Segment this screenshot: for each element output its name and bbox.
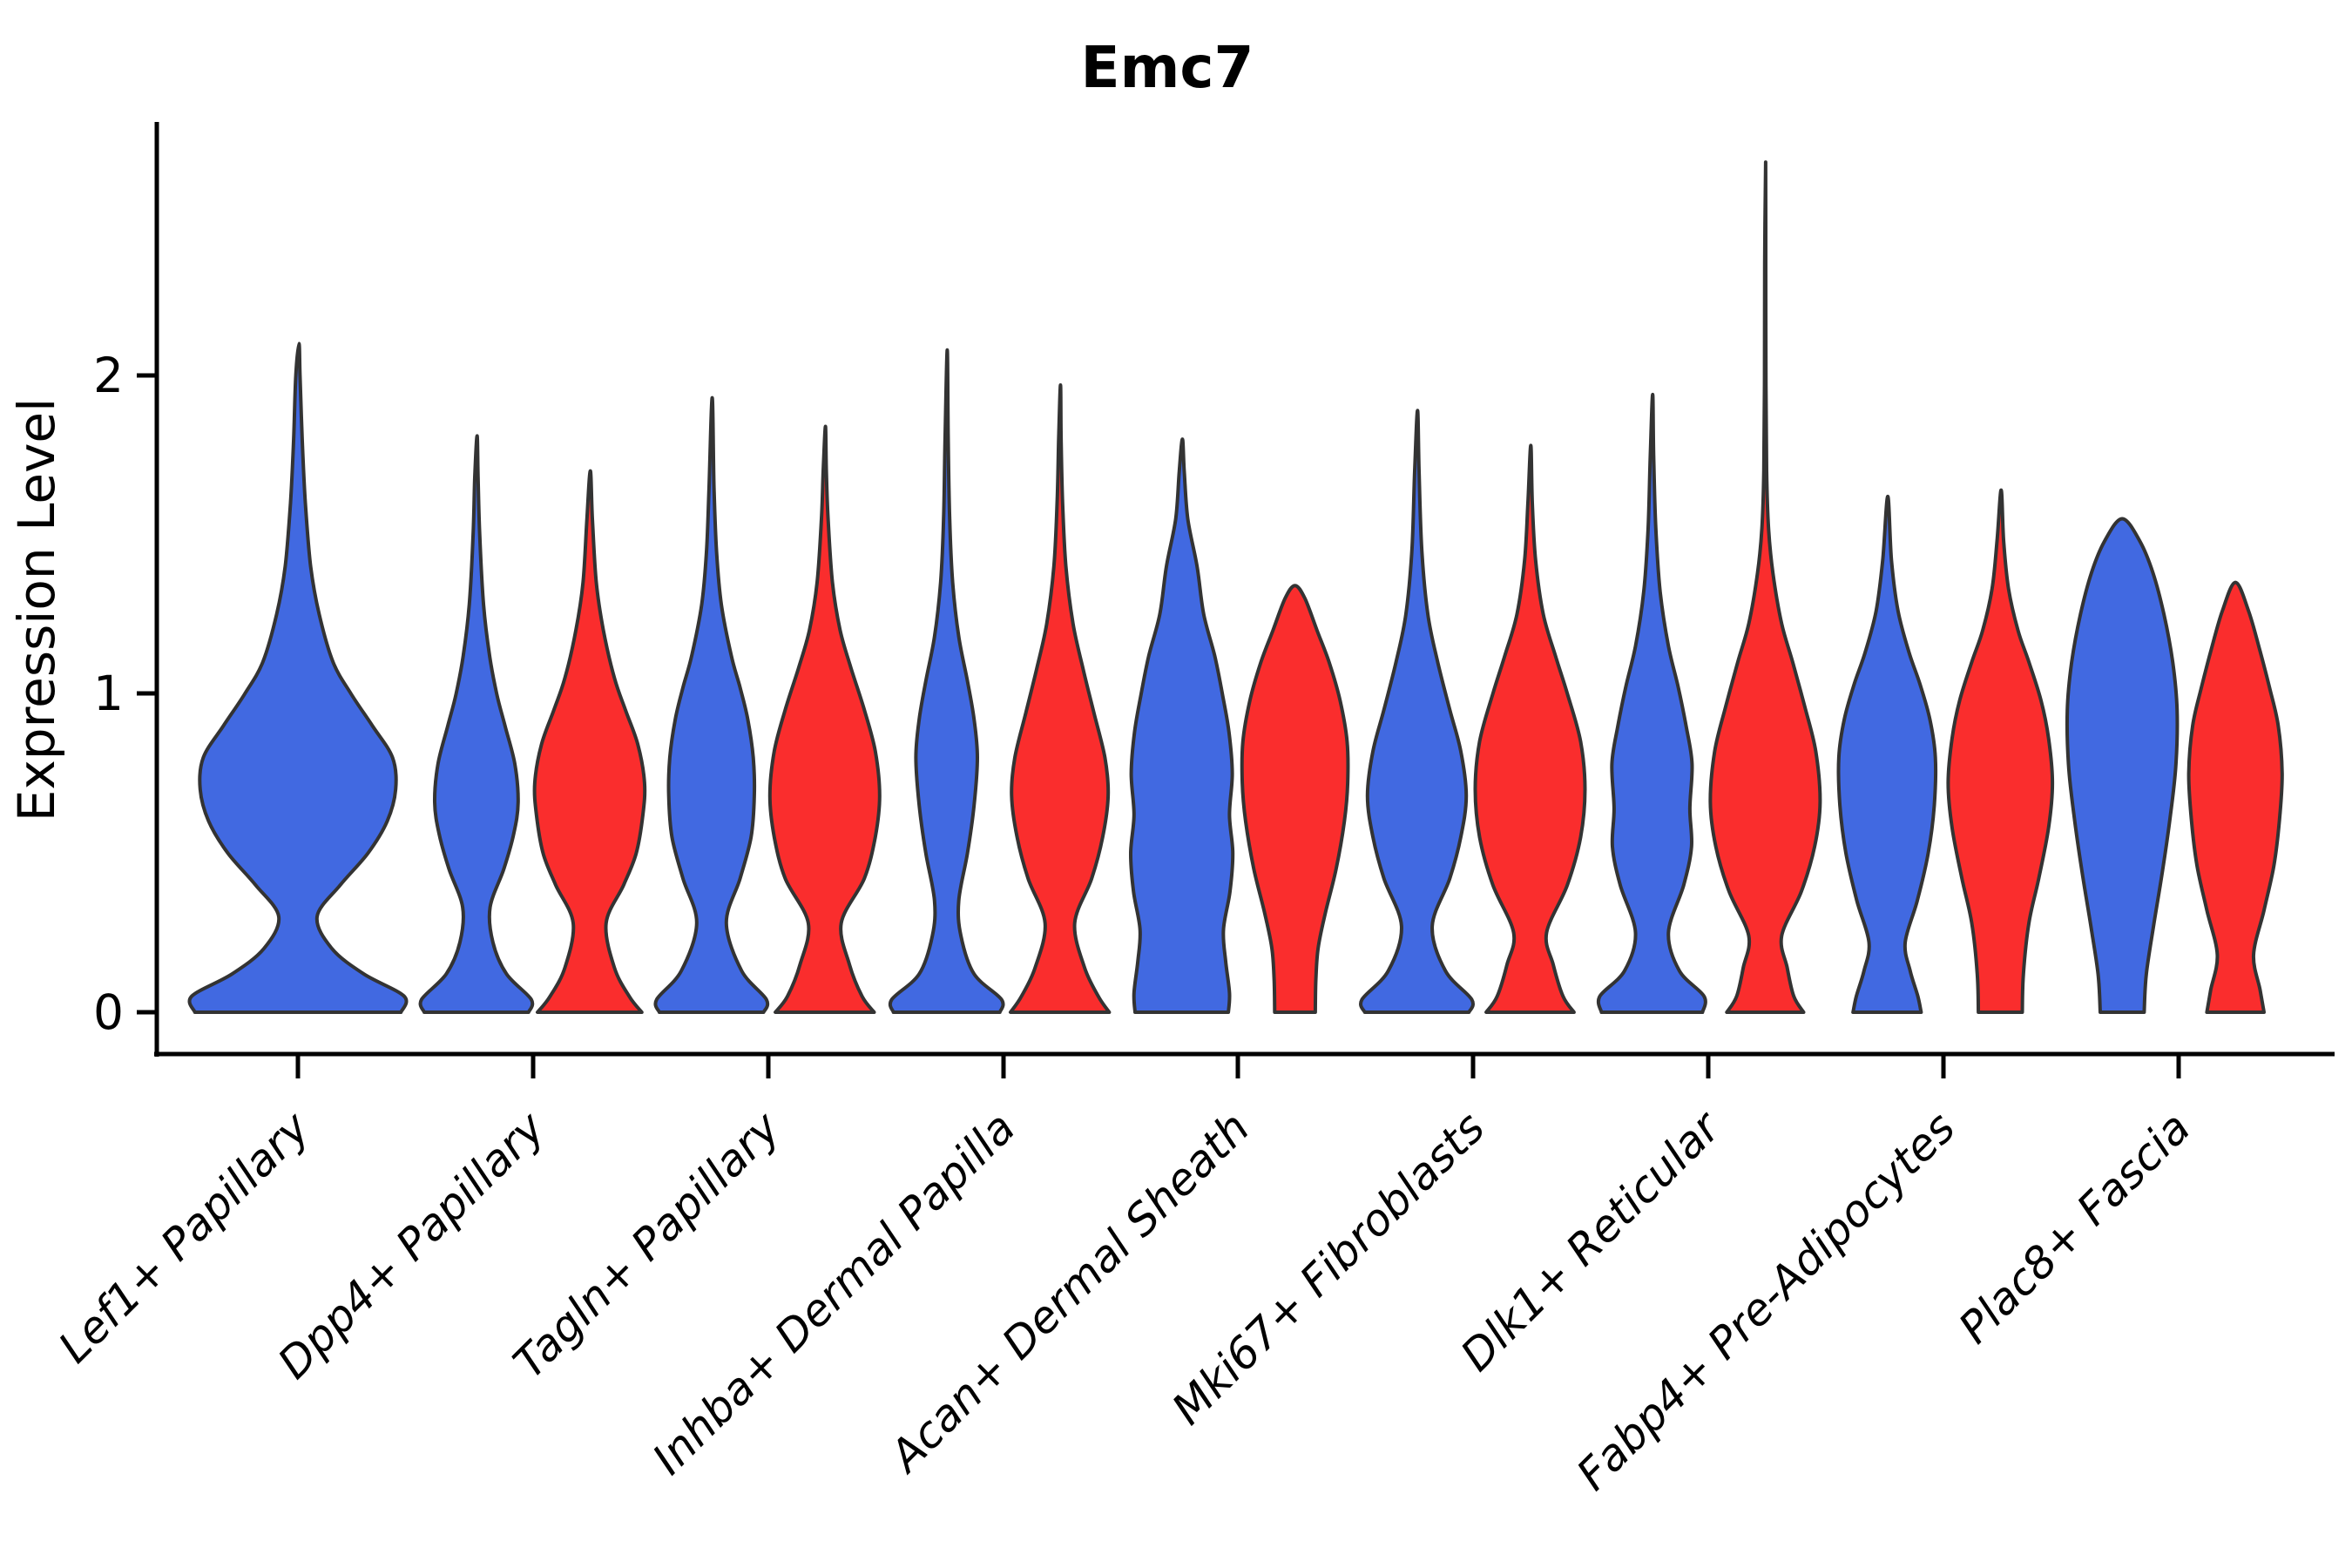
- x-tick-label-dlk1-reticular: Dlk1+ Reticular: [1451, 1100, 1732, 1381]
- violin-dlk1-reticular-red: [1708, 160, 1822, 1014]
- violin-acan-dermal-sheath-blue: [1128, 437, 1235, 1014]
- x-tick-label-lef1-papillary: Lef1+ Papillary: [49, 1101, 320, 1372]
- violin-fabp4-pre-adipocytes-blue: [1836, 494, 1938, 1014]
- violin-fabp4-pre-adipocytes-red: [1946, 488, 2055, 1014]
- violin-mki67-fibroblasts-blue: [1359, 409, 1475, 1014]
- x-tick-label-fabp4-pre-adipocytes: Fabp4+ Pre-Adipocytes: [1567, 1102, 1965, 1500]
- violin-dpp4-papillary-blue: [418, 434, 535, 1014]
- violin-inhba-dermal-papilla-blue: [888, 348, 1005, 1014]
- violin-inhba-dermal-papilla-red: [1009, 383, 1112, 1014]
- x-axis-labels: Lef1+ Papillary Dpp4+ Papillary Tagln+ P…: [49, 1100, 2200, 1500]
- x-axis-ticks: [295, 1054, 2181, 1078]
- x-tick-label-plac8-fascia: Plac8+ Fascia: [1950, 1102, 2200, 1353]
- violin-plac8-fascia-red: [2186, 580, 2284, 1014]
- violin-dpp4-papillary-red: [532, 469, 647, 1014]
- violin-tagln-papillary-red: [767, 424, 882, 1014]
- violin-dlk1-reticular-blue: [1596, 392, 1707, 1014]
- violin-lef1-papillary-blue: [187, 341, 409, 1014]
- violin-acan-dermal-sheath-red: [1240, 584, 1350, 1014]
- chart-title: Emc7: [1081, 34, 1254, 101]
- violin-plac8-fascia-blue: [2065, 517, 2180, 1014]
- y-tick-label-2: 2: [93, 348, 124, 403]
- violins-layer: [187, 160, 2284, 1014]
- y-axis-ticks: 2 1 0: [93, 348, 157, 1040]
- violin-mki67-fibroblasts-red: [1473, 443, 1587, 1014]
- violin-tagln-papillary-blue: [653, 395, 770, 1014]
- y-axis-label: Expression Level: [7, 398, 66, 821]
- y-tick-label-0: 0: [93, 984, 124, 1040]
- y-tick-label-1: 1: [93, 666, 124, 721]
